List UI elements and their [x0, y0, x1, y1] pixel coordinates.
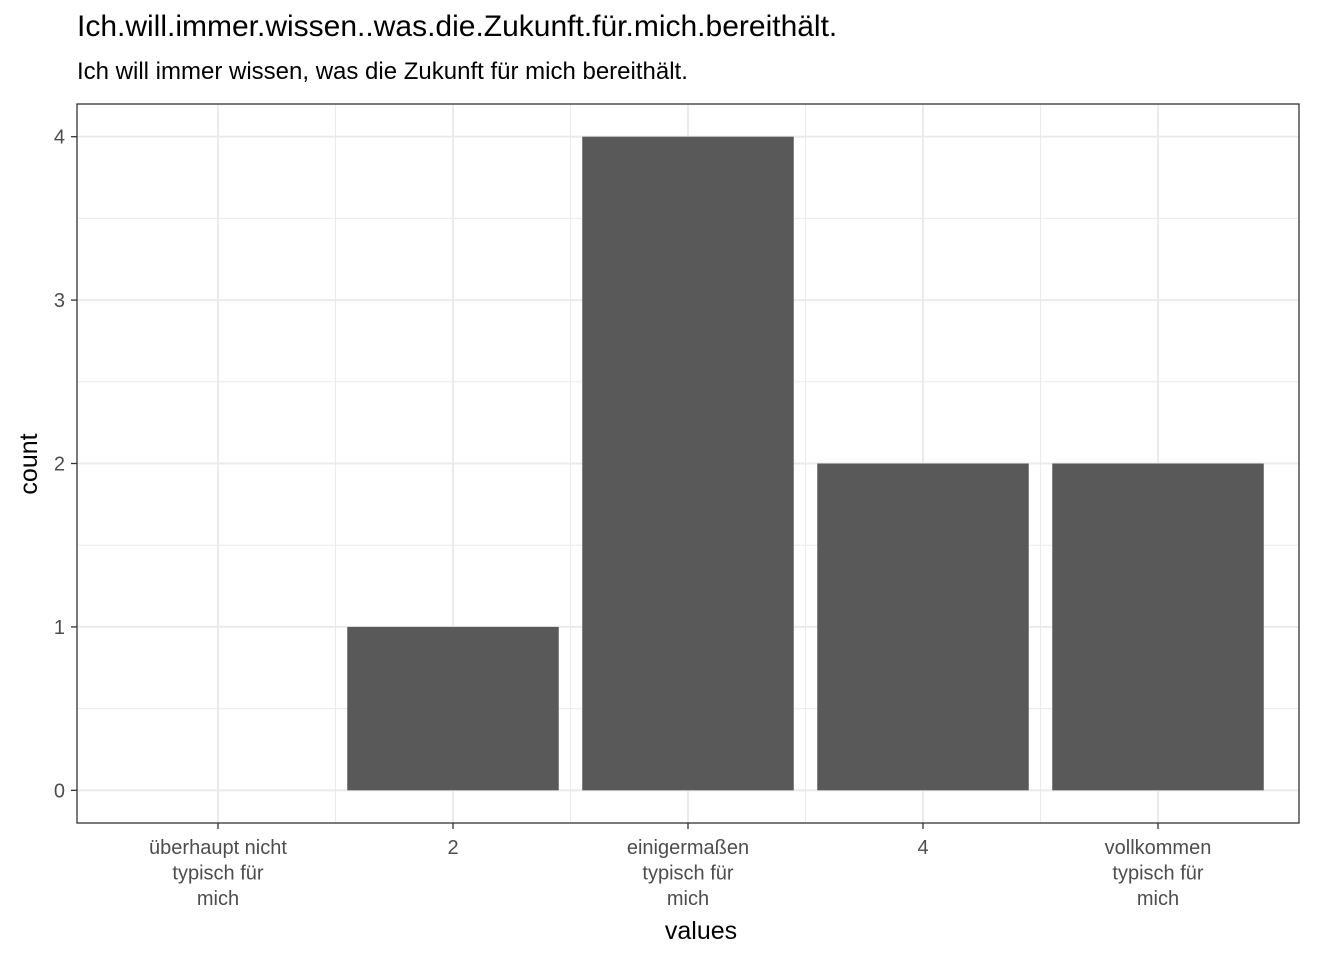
bar: [582, 136, 794, 791]
y-tick-label: 1: [54, 617, 65, 639]
x-tick-label-line: typisch für: [1112, 863, 1203, 885]
x-tick-label: 2: [447, 837, 458, 859]
x-axis-title: values: [665, 917, 737, 945]
x-tick-label: überhaupt nicht typisch für mich: [149, 837, 287, 910]
x-tick-label-line: überhaupt nicht: [149, 837, 287, 859]
x-tick-label-line: einigermaßen: [627, 837, 749, 859]
x-tick-label-line: typisch für: [642, 863, 733, 885]
bar: [817, 463, 1029, 791]
y-tick-label: 2: [54, 454, 65, 476]
y-tick-label: 3: [54, 290, 65, 312]
x-tick-label-line: mich: [197, 888, 239, 910]
x-tick-label-line: vollkommen: [1105, 837, 1212, 859]
x-tick-label: vollkommen typisch für mich: [1105, 837, 1212, 910]
bar: [347, 626, 559, 791]
chart-subtitle: Ich will immer wissen, was die Zukunft f…: [77, 58, 688, 85]
x-tick-label: einigermaßen typisch für mich: [627, 837, 749, 910]
x-tick-label-line: typisch für: [172, 863, 263, 885]
bars: [347, 136, 1264, 791]
y-axis-ticks: 0 1 2 3 4: [54, 127, 77, 802]
x-tick-label-line: 4: [917, 837, 928, 859]
x-tick-label-line: mich: [1137, 888, 1179, 910]
chart-title: Ich.will.immer.wissen..was.die.Zukunft.f…: [77, 10, 838, 43]
x-tick-label-line: mich: [667, 888, 709, 910]
x-axis-ticks: überhaupt nicht typisch für mich 2 einigerma…: [149, 823, 1211, 910]
bar: [1052, 463, 1264, 791]
x-tick-label: 4: [917, 837, 928, 859]
y-tick-label: 4: [54, 127, 65, 149]
y-tick-label: 0: [54, 780, 65, 802]
x-tick-label-line: 2: [447, 837, 458, 859]
y-axis-title: count: [15, 433, 43, 494]
